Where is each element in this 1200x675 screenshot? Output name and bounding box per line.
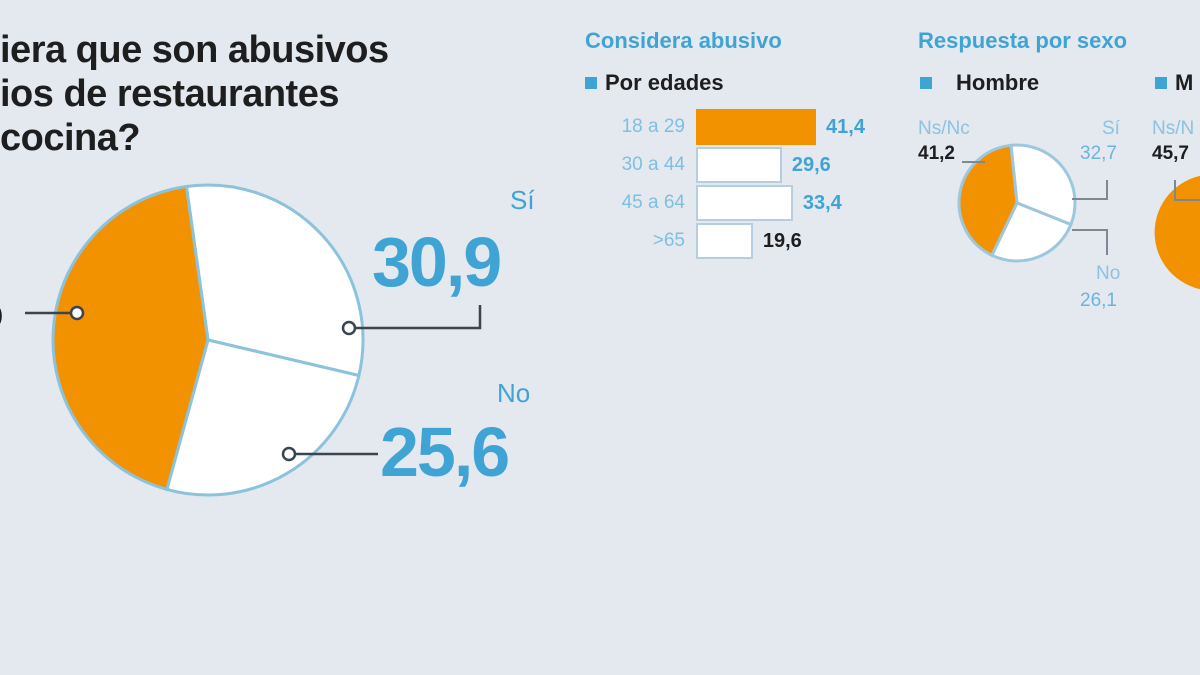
main-leaders: [25, 305, 482, 456]
bar-section-title: Considera abusivo: [585, 28, 782, 53]
mujer-legend-label: M: [1175, 70, 1194, 95]
mujer-nsnc-label: Ns/N: [1152, 118, 1195, 139]
bar-legend: Por edades: [585, 70, 724, 96]
title-line: ios de restaurantes: [0, 73, 339, 115]
main-no-value: 25,6: [380, 413, 510, 491]
question-title: iera que son abusivos ios de restaurante…: [0, 28, 389, 160]
bar-row: >65 19,6: [580, 222, 802, 260]
sex-section-title: Respuesta por sexo: [918, 28, 1128, 53]
pie-slice-no: [164, 338, 361, 497]
hombre-si-label: Sí: [1102, 118, 1120, 139]
main-leader-dots: [69, 305, 357, 462]
hombre-nsnc-label: Ns/Nc: [918, 118, 970, 139]
main-pie: [51, 183, 365, 497]
mujer-nsnc-value: 45,7: [1152, 143, 1189, 164]
mujer-legend: M: [1155, 70, 1193, 96]
hombre-pie: [957, 143, 1077, 263]
bar: [696, 147, 782, 183]
legend-square-icon: [920, 77, 932, 89]
main-si-value: 30,9: [372, 223, 502, 301]
bar: [696, 185, 793, 221]
bar-row: 18 a 29 41,4: [580, 108, 865, 146]
legend-square-icon: [1155, 77, 1167, 89]
mujer-pie: [1154, 175, 1200, 290]
bar-category-label: 18 a 29: [621, 116, 685, 137]
hombre-leaders: [962, 161, 1108, 255]
bar-value-label: 29,6: [791, 153, 831, 176]
hombre-si-value: 32,7: [1080, 143, 1117, 164]
bar-legend-label: Por edades: [605, 70, 724, 95]
bar-row: 30 a 44 29,6: [580, 146, 831, 184]
pie-slice-s: [1009, 143, 1077, 227]
mujer-pie-slice: [1154, 175, 1200, 290]
bar-value-label: 33,4: [802, 191, 842, 214]
bar-category-label: >65: [652, 230, 685, 251]
pie-slice-nsnc: [957, 143, 1019, 258]
bar-row: 45 a 64 33,4: [580, 184, 842, 222]
pie-slice-s: [184, 183, 365, 378]
title-line: iera que son abusivos: [0, 29, 389, 71]
hombre-nsnc-value: 41,2: [918, 143, 955, 164]
bar: [696, 223, 753, 259]
hombre-legend: Hombre: [920, 70, 1039, 96]
bar-value-label: 19,6: [762, 229, 802, 252]
title-line: cocina?: [0, 117, 141, 159]
bar-category-label: 30 a 44: [621, 154, 685, 175]
bar-value-label: 41,4: [826, 115, 865, 138]
hombre-no-label: No: [1096, 263, 1121, 284]
pie-slice-nsnc: [51, 184, 210, 492]
leader-line: [1174, 180, 1200, 201]
bar: [696, 109, 817, 145]
main-si-label: Sí: [510, 185, 535, 215]
main-nsnc-value: 5: [0, 272, 4, 346]
main-no-label: No: [497, 378, 531, 408]
hombre-legend-label: Hombre: [956, 70, 1040, 95]
legend-square-icon: [585, 77, 597, 89]
hombre-no-value: 26,1: [1080, 290, 1117, 311]
bar-category-label: 45 a 64: [621, 192, 685, 213]
